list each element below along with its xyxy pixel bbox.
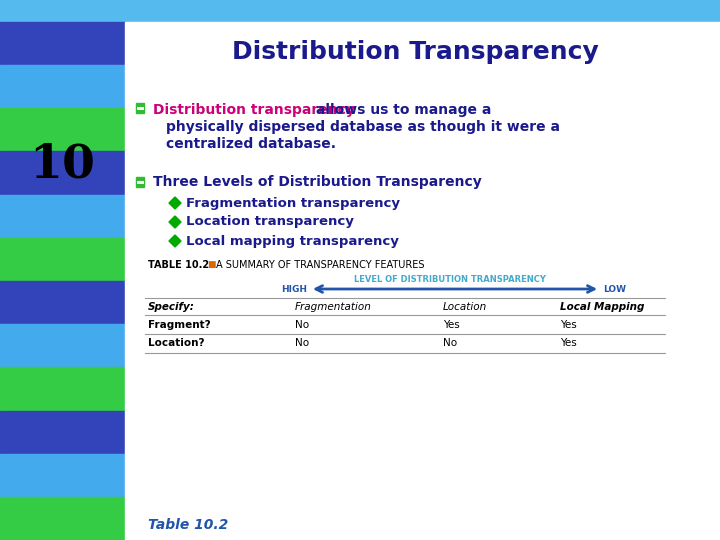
Text: physically dispersed database as though it were a: physically dispersed database as though … bbox=[166, 120, 560, 134]
Bar bbox=[0, 109, 125, 152]
Bar bbox=[0, 194, 125, 238]
Text: Yes: Yes bbox=[560, 320, 577, 329]
Text: Local mapping transparency: Local mapping transparency bbox=[186, 234, 399, 247]
Bar bbox=[0, 0, 720, 22]
Text: Distribution transparency: Distribution transparency bbox=[153, 103, 355, 117]
Text: No: No bbox=[443, 339, 457, 348]
Polygon shape bbox=[169, 216, 181, 228]
Text: Yes: Yes bbox=[560, 339, 577, 348]
Text: centralized database.: centralized database. bbox=[166, 137, 336, 151]
Text: Local Mapping: Local Mapping bbox=[560, 301, 644, 312]
Bar bbox=[0, 454, 125, 497]
Bar bbox=[0, 152, 125, 194]
Text: Specify:: Specify: bbox=[148, 301, 195, 312]
Text: Fragmentation transparency: Fragmentation transparency bbox=[186, 197, 400, 210]
Text: Table 10.2: Table 10.2 bbox=[148, 518, 228, 532]
Text: Yes: Yes bbox=[443, 320, 460, 329]
Bar bbox=[0, 65, 125, 109]
Bar bbox=[136, 103, 144, 113]
Text: TABLE 10.2: TABLE 10.2 bbox=[148, 260, 209, 270]
Text: Fragment?: Fragment? bbox=[148, 320, 211, 329]
Text: Location transparency: Location transparency bbox=[186, 215, 354, 228]
Text: No: No bbox=[295, 339, 309, 348]
Text: LEVEL OF DISTRIBUTION TRANSPARENCY: LEVEL OF DISTRIBUTION TRANSPARENCY bbox=[354, 274, 546, 284]
Bar bbox=[0, 410, 125, 454]
Text: HIGH: HIGH bbox=[281, 285, 307, 294]
Text: ■: ■ bbox=[207, 260, 215, 269]
Bar bbox=[0, 22, 125, 65]
Text: 10: 10 bbox=[29, 142, 95, 188]
Text: allows us to manage a: allows us to manage a bbox=[311, 103, 491, 117]
Text: Location: Location bbox=[443, 301, 487, 312]
Bar bbox=[125, 22, 720, 540]
Text: Three Levels of Distribution Transparency: Three Levels of Distribution Transparenc… bbox=[153, 175, 482, 189]
Text: Distribution Transparency: Distribution Transparency bbox=[232, 40, 598, 64]
Polygon shape bbox=[169, 197, 181, 209]
Text: LOW: LOW bbox=[603, 285, 626, 294]
Bar bbox=[0, 238, 125, 281]
Text: Fragmentation: Fragmentation bbox=[295, 301, 372, 312]
Bar bbox=[0, 324, 125, 367]
Polygon shape bbox=[169, 235, 181, 247]
Bar bbox=[136, 177, 144, 187]
Bar bbox=[0, 497, 125, 540]
Bar bbox=[0, 367, 125, 410]
Bar bbox=[0, 281, 125, 324]
Text: Location?: Location? bbox=[148, 339, 204, 348]
Text: A SUMMARY OF TRANSPARENCY FEATURES: A SUMMARY OF TRANSPARENCY FEATURES bbox=[216, 260, 425, 270]
Text: No: No bbox=[295, 320, 309, 329]
